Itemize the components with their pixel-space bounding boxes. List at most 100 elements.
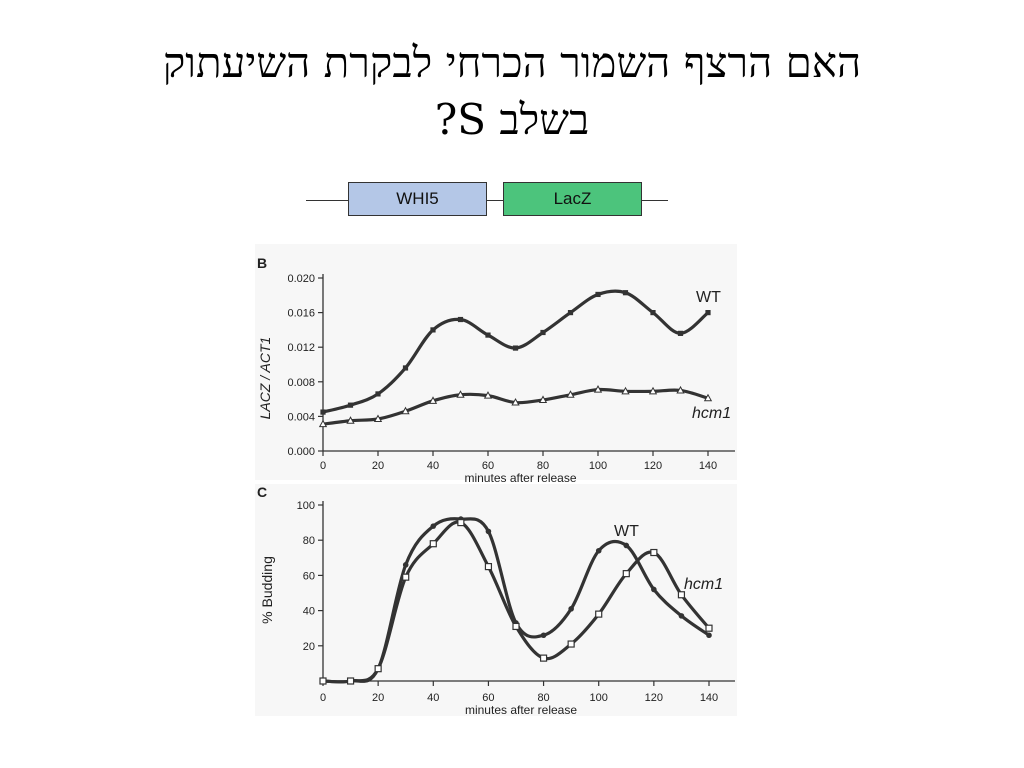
- x-tick-label: 100: [589, 460, 607, 472]
- data-point: [430, 523, 437, 529]
- series-label: hcm1: [684, 576, 723, 593]
- data-point: [484, 562, 493, 571]
- series-label: hcm1: [692, 405, 731, 422]
- data-point: [511, 398, 520, 406]
- x-tick-label: 140: [700, 692, 718, 704]
- data-point: [429, 540, 437, 548]
- data-point: [648, 386, 658, 395]
- x-tick-label: 140: [699, 460, 717, 472]
- panel-background: [255, 244, 737, 480]
- series-label: WT: [696, 289, 721, 306]
- data-point: [485, 528, 492, 535]
- slide-title-line-2: בשלב S?: [434, 95, 590, 144]
- data-point: [320, 409, 326, 415]
- x-tick-label: 40: [427, 460, 439, 472]
- x-axis-title: minutes after release: [464, 471, 576, 485]
- chart-panel-c: C 0 20 40 60 80 100 120 140 20 40 60 80 100 minutes af…: [255, 484, 737, 717]
- data-point: [538, 395, 548, 403]
- x-tick-label: 60: [482, 692, 494, 704]
- data-point: [678, 613, 685, 619]
- data-point: [402, 562, 409, 568]
- construct-line-right: [642, 200, 668, 201]
- data-point: [676, 385, 685, 394]
- data-point: [540, 329, 546, 336]
- x-tick-label: 0: [320, 692, 326, 704]
- data-point: [483, 391, 493, 399]
- series-wt: WT: [320, 289, 721, 415]
- data-point: [623, 542, 630, 549]
- data-point: [593, 385, 603, 393]
- data-point: [622, 290, 629, 296]
- x-tick-label: 120: [644, 460, 662, 472]
- y-tick-label: 0.016: [287, 308, 315, 320]
- data-point: [705, 310, 711, 316]
- slide-title: האם הרצף השמור הכרחי לבקרת השיעתוק בשלב …: [60, 34, 964, 148]
- data-point: [595, 547, 602, 554]
- data-point: [373, 414, 383, 422]
- data-point: [485, 332, 491, 338]
- data-point: [566, 390, 575, 398]
- lacz-gene-box: LacZ: [503, 182, 642, 216]
- y-tick-label: 40: [303, 606, 315, 618]
- data-point: [428, 396, 438, 404]
- x-tick-label: 20: [372, 692, 384, 704]
- data-point: [401, 406, 410, 415]
- x-tick-label: 80: [537, 692, 549, 704]
- data-point: [346, 677, 355, 685]
- data-point: [567, 310, 574, 316]
- data-point: [402, 365, 409, 371]
- series-hcm1: hcm1: [318, 385, 731, 428]
- chart-panel-b: B 0 20 40 60 80 100 120 140 0.000 0.004 0.008 0.012 0…: [255, 244, 737, 485]
- y-tick-label: 100: [297, 500, 315, 512]
- y-tick-label: 60: [303, 570, 315, 582]
- data-point: [457, 316, 464, 323]
- data-point: [539, 654, 548, 662]
- panel-letter: C: [257, 484, 267, 500]
- y-tick-label: 0.008: [287, 377, 315, 389]
- data-point: [621, 386, 630, 395]
- data-point: [512, 622, 520, 631]
- construct-line-left: [306, 200, 349, 201]
- data-point: [705, 624, 713, 632]
- data-point: [650, 310, 656, 316]
- series-hcm1: hcm1: [319, 518, 723, 685]
- data-point: [374, 665, 382, 673]
- x-tick-label: 100: [590, 692, 608, 704]
- data-point: [568, 606, 574, 612]
- x-tick-label: 40: [427, 692, 439, 704]
- y-tick-label: 0.020: [287, 273, 315, 285]
- data-point: [512, 345, 519, 351]
- data-point: [457, 518, 465, 527]
- x-tick-label: 60: [482, 460, 494, 472]
- data-point: [540, 632, 547, 639]
- data-point: [703, 393, 713, 402]
- construct-line-middle: [487, 200, 504, 201]
- x-tick-label: 0: [320, 460, 326, 472]
- data-point: [346, 416, 355, 424]
- data-point: [650, 548, 658, 557]
- data-point: [595, 291, 601, 298]
- x-tick-label: 80: [537, 460, 549, 472]
- data-point: [677, 591, 686, 599]
- data-point: [318, 419, 328, 428]
- data-point: [375, 391, 381, 397]
- x-tick-label: 120: [645, 692, 663, 704]
- x-axis-title: minutes after release: [465, 703, 577, 717]
- data-point: [677, 330, 684, 336]
- data-point: [456, 390, 465, 398]
- y-tick-label: 0.000: [287, 446, 315, 458]
- data-point: [347, 402, 354, 408]
- data-point: [622, 570, 630, 578]
- y-tick-label: 80: [303, 535, 315, 547]
- panel-letter: B: [257, 255, 267, 271]
- data-point: [595, 610, 603, 618]
- y-tick-label: 0.012: [287, 342, 315, 354]
- series-label: WT: [614, 523, 639, 540]
- x-tick-label: 20: [372, 460, 384, 472]
- y-axis-title: LACZ / ACT1: [257, 337, 273, 420]
- data-point: [402, 573, 410, 581]
- y-tick-label: 20: [303, 641, 315, 653]
- whi5-gene-box: WHI5: [348, 182, 487, 216]
- data-point: [706, 632, 712, 639]
